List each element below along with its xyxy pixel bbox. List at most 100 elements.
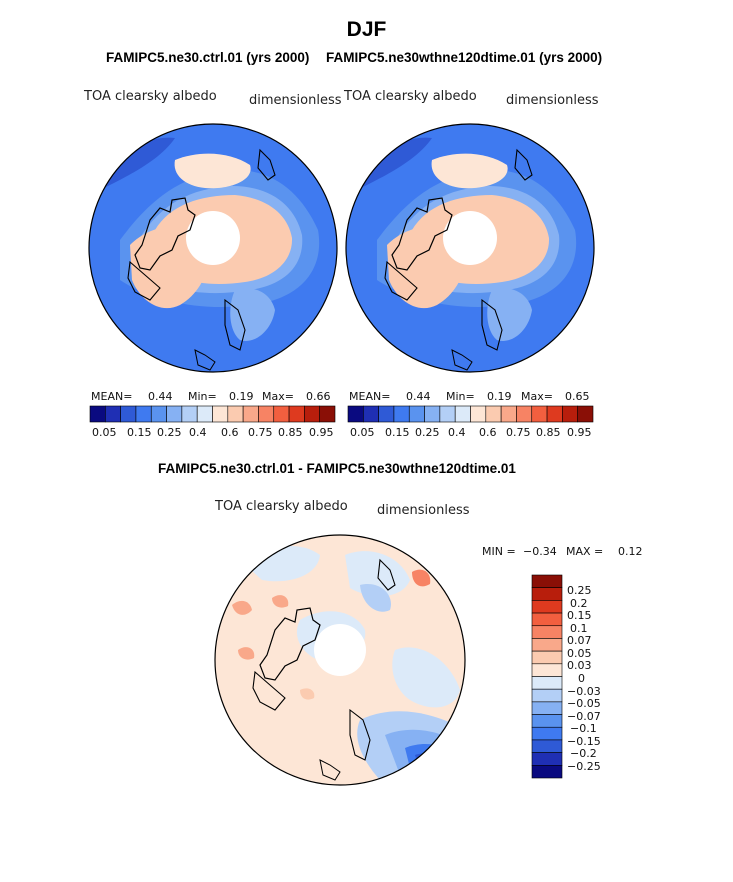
diff-colorbar-tick: 0 (578, 672, 585, 685)
right-colorbar-swatch (347, 405, 364, 423)
left-colorbar-swatch (120, 405, 137, 423)
right-colorbar-swatch (516, 405, 533, 423)
left-min-value: 0.19 (229, 390, 254, 403)
diff-variable-label: TOA clearsky albedo (215, 499, 348, 514)
diff-colorbar-tick: −0.25 (567, 760, 601, 773)
left-mean-label: MEAN= (91, 390, 133, 403)
left-colorbar-tick: 0.75 (248, 426, 273, 439)
left-colorbar-swatch (150, 405, 167, 423)
diff-max-value: 0.12 (618, 545, 643, 558)
diff-colorbar-swatch (531, 587, 563, 601)
page-title: DJF (346, 18, 387, 41)
diff-colorbar-tick: −0.05 (567, 697, 601, 710)
left-colorbar-swatch (288, 405, 305, 423)
left-colorbar-swatch (273, 405, 290, 423)
right-colorbar-tick: 0.15 (385, 426, 410, 439)
diff-polar-map (215, 535, 465, 785)
left-colorbar-swatch (181, 405, 198, 423)
diff-colorbar-swatch (531, 612, 563, 627)
left-mean-value: 0.44 (148, 390, 173, 403)
diff-colorbar-swatch (531, 663, 563, 677)
diff-colorbar-tick: 0.25 (567, 584, 592, 597)
diff-colorbar-tick: 0.15 (567, 609, 592, 622)
left-max-label: Max= (262, 390, 294, 403)
left-units-label: dimensionless (249, 93, 342, 108)
diff-colorbar-swatch (531, 739, 563, 753)
right-colorbar-tick: 0.4 (448, 426, 466, 439)
right-colorbar-swatch (531, 405, 548, 423)
right-colorbar-swatch (562, 405, 578, 423)
diff-min-label: MIN = (482, 545, 516, 558)
left-colorbar-swatch (89, 405, 106, 423)
diff-colorbar-swatch (531, 638, 563, 652)
left-colorbar-swatch (105, 405, 121, 423)
diff-map-border (214, 534, 466, 786)
right-colorbar-tick: 0.95 (567, 426, 592, 439)
left-case-label: FAMIPC5.ne30.ctrl.01 (yrs 2000) (106, 50, 310, 65)
diff-max-label: MAX = (566, 545, 604, 558)
right-colorbar-tick: 0.05 (350, 426, 375, 439)
diff-colorbar-tick: −0.1 (570, 722, 597, 735)
left-colorbar-swatch (212, 405, 229, 423)
diff-colorbar-swatch (531, 625, 563, 639)
left-colorbar-swatch (304, 405, 320, 423)
left-colorbar-tick: 0.25 (157, 426, 182, 439)
diff-colorbar-tick: −0.2 (570, 747, 597, 760)
left-variable-label: TOA clearsky albedo (84, 89, 217, 104)
right-colorbar-swatch (546, 405, 563, 423)
right-colorbar-swatch (454, 405, 471, 423)
right-colorbar-tick: 0.6 (479, 426, 497, 439)
diff-colorbar-swatch (531, 600, 563, 614)
left-colorbar-swatch (242, 405, 259, 423)
right-colorbar-swatch (470, 405, 487, 423)
left-min-label: Min= (188, 390, 217, 403)
left-colorbar-tick: 0.95 (309, 426, 334, 439)
diff-min-value: −0.34 (523, 545, 557, 558)
diff-title: FAMIPC5.ne30.ctrl.01 - FAMIPC5.ne30wthne… (158, 461, 516, 476)
right-variable-label: TOA clearsky albedo (344, 89, 477, 104)
diff-colorbar-swatch (531, 752, 563, 766)
right-colorbar-tick: 0.75 (506, 426, 531, 439)
right-colorbar-swatch (577, 405, 594, 423)
left-colorbar-tick: 0.85 (278, 426, 303, 439)
diff-units-label: dimensionless (377, 503, 470, 518)
right-mean-label: MEAN= (349, 390, 391, 403)
right-colorbar-swatch (485, 405, 502, 423)
right-colorbar-tick: 0.85 (536, 426, 561, 439)
right-colorbar-swatch (439, 405, 456, 423)
right-min-label: Min= (446, 390, 475, 403)
right-max-value: 0.65 (565, 390, 590, 403)
right-mean-value: 0.44 (406, 390, 431, 403)
right-min-value: 0.19 (487, 390, 512, 403)
left-colorbar-swatch (227, 405, 244, 423)
right-units-label: dimensionless (506, 93, 599, 108)
right-colorbar-swatch (378, 405, 395, 423)
diff-colorbar-tick: −0.07 (567, 710, 601, 723)
right-polar-map (346, 124, 594, 372)
right-colorbar-swatch (408, 405, 425, 423)
diff-colorbar-swatch (531, 701, 563, 715)
diff-colorbar-swatch (531, 714, 563, 728)
right-max-label: Max= (521, 390, 553, 403)
diff-colorbar-swatch (531, 676, 563, 690)
left-colorbar-swatch (196, 405, 213, 423)
diff-colorbar-swatch (531, 765, 563, 779)
diff-colorbar-swatch (531, 650, 563, 665)
right-map-border (345, 123, 595, 373)
left-colorbar-swatch (258, 405, 275, 423)
left-colorbar-swatch (319, 405, 336, 423)
diff-colorbar-tick: 0.2 (570, 597, 588, 610)
right-colorbar-swatch (363, 405, 379, 423)
left-max-value: 0.66 (306, 390, 331, 403)
right-colorbar-swatch (393, 405, 410, 423)
left-colorbar-swatch (135, 405, 152, 423)
diff-colorbar-tick: −0.15 (567, 735, 601, 748)
left-colorbar-swatch (166, 405, 183, 423)
right-colorbar-swatch (424, 405, 441, 423)
left-colorbar-tick: 0.05 (92, 426, 117, 439)
diff-colorbar-tick: 0.1 (570, 622, 588, 635)
left-colorbar-tick: 0.6 (221, 426, 239, 439)
diff-colorbar-swatch (531, 688, 563, 703)
right-case-label: FAMIPC5.ne30wthne120dtime.01 (yrs 2000) (326, 50, 603, 65)
